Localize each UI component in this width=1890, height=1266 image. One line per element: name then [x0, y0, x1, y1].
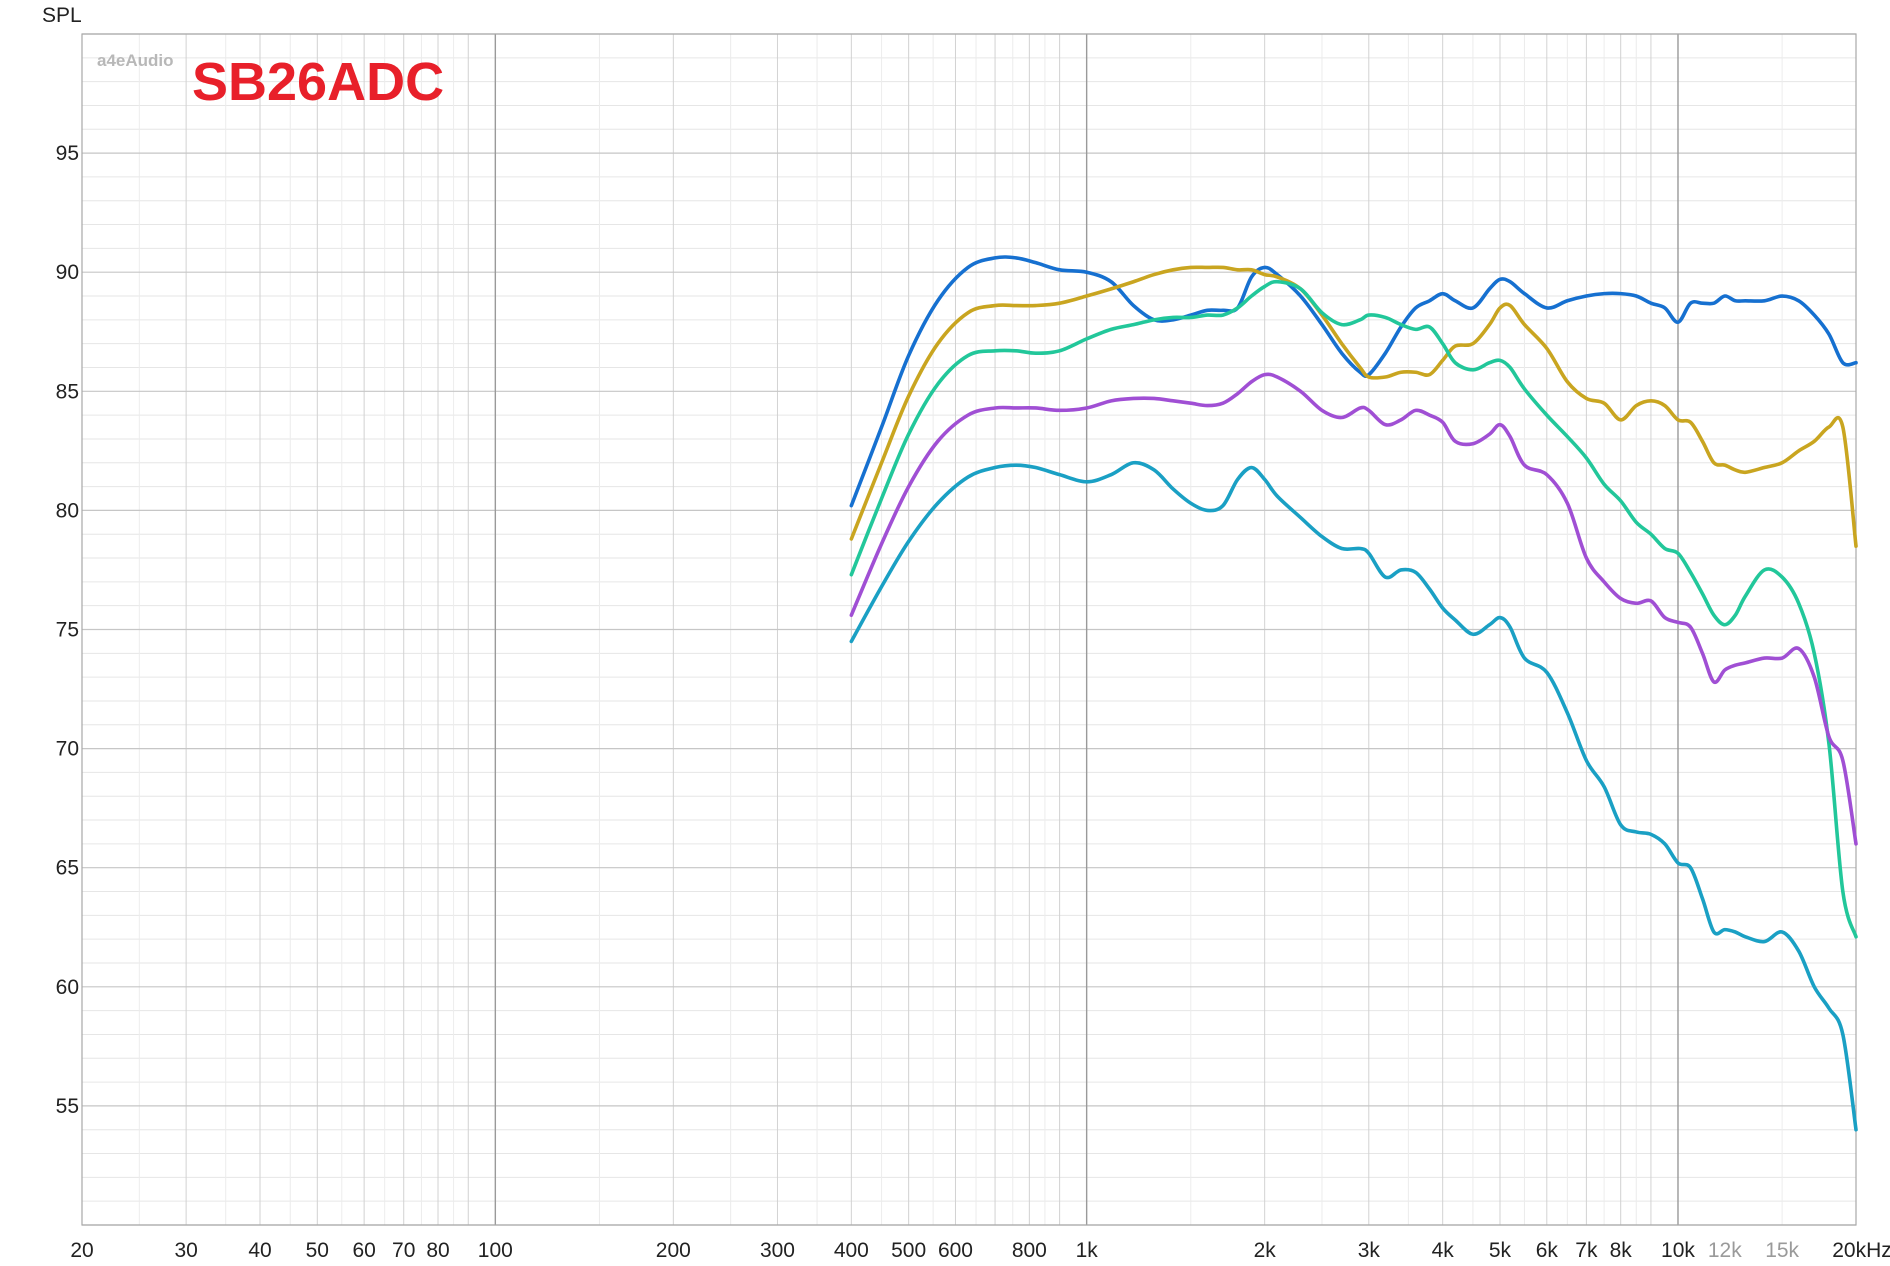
- series-line-1: [849, 255, 1858, 508]
- x-tick-label: 80: [426, 1239, 449, 1261]
- y-axis-label: SPL: [42, 4, 82, 27]
- series-line-4: [849, 372, 1858, 846]
- x-tick-label: 3k: [1358, 1239, 1381, 1261]
- x-tick-label: 400: [834, 1239, 869, 1261]
- x-tick-label: 15k: [1765, 1239, 1799, 1261]
- x-tick-label: 500: [891, 1239, 926, 1261]
- series-layer: [849, 255, 1858, 1132]
- x-tick-label: 5k: [1489, 1239, 1512, 1261]
- x-tick-label: 8k: [1610, 1239, 1633, 1261]
- chart-title: SB26ADC: [192, 52, 444, 112]
- x-tick-label: 10k: [1661, 1239, 1695, 1261]
- x-tick-label: 70: [392, 1239, 415, 1261]
- series-line-5: [849, 460, 1858, 1132]
- x-tick-label: 800: [1012, 1239, 1047, 1261]
- x-tick-label: 6k: [1536, 1239, 1559, 1261]
- series-line-3: [849, 279, 1858, 939]
- x-axis-tick-labels: 20 30 40 50 60 70 80 100 200 300 400 500 600 800 1k 2k 3…: [70, 1239, 1890, 1262]
- series-line-2: [849, 265, 1858, 548]
- y-tick-label: 95: [56, 142, 79, 165]
- y-tick-label: 65: [56, 857, 79, 880]
- x-tick-label: 4k: [1432, 1239, 1455, 1261]
- x-tick-label: 12k: [1708, 1239, 1742, 1261]
- x-tick-label: 600: [938, 1239, 973, 1261]
- y-tick-label: 80: [56, 499, 79, 522]
- x-tick-label: 20kHz: [1832, 1239, 1890, 1261]
- x-tick-label: 7k: [1575, 1239, 1598, 1261]
- x-tick-label: 60: [352, 1239, 375, 1261]
- y-axis-tick-labels: 95 90 85 80 75 70 65 60 55: [56, 142, 79, 1118]
- x-tick-label: 200: [656, 1239, 691, 1261]
- y-tick-label: 60: [56, 976, 79, 999]
- watermark-logo: a4eAudio: [97, 51, 174, 70]
- y-tick-label: 70: [56, 738, 79, 761]
- y-tick-label: 85: [56, 380, 79, 403]
- x-tick-label: 40: [248, 1239, 271, 1261]
- y-tick-label: 90: [56, 261, 79, 284]
- x-tick-label: 50: [306, 1239, 329, 1261]
- y-tick-label: 55: [56, 1095, 79, 1118]
- x-tick-label: 2k: [1254, 1239, 1277, 1261]
- x-tick-label: 20: [70, 1239, 93, 1261]
- x-tick-label: 30: [174, 1239, 197, 1261]
- plot-area: [81, 33, 1857, 1226]
- x-tick-label: 1k: [1076, 1239, 1099, 1261]
- x-tick-label: 300: [760, 1239, 795, 1261]
- y-tick-label: 75: [56, 619, 79, 642]
- x-tick-label: 100: [478, 1239, 513, 1261]
